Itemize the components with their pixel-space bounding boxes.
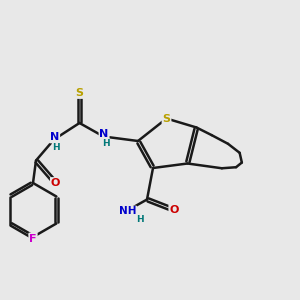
Text: S: S [76,88,83,98]
Text: H: H [102,140,110,148]
Text: O: O [51,178,60,188]
Text: NH: NH [119,206,136,217]
Text: S: S [163,113,170,124]
Text: H: H [136,215,143,224]
Text: N: N [50,132,59,142]
Text: O: O [169,205,179,215]
Text: H: H [52,142,60,152]
Text: F: F [29,233,37,244]
Text: N: N [100,129,109,140]
